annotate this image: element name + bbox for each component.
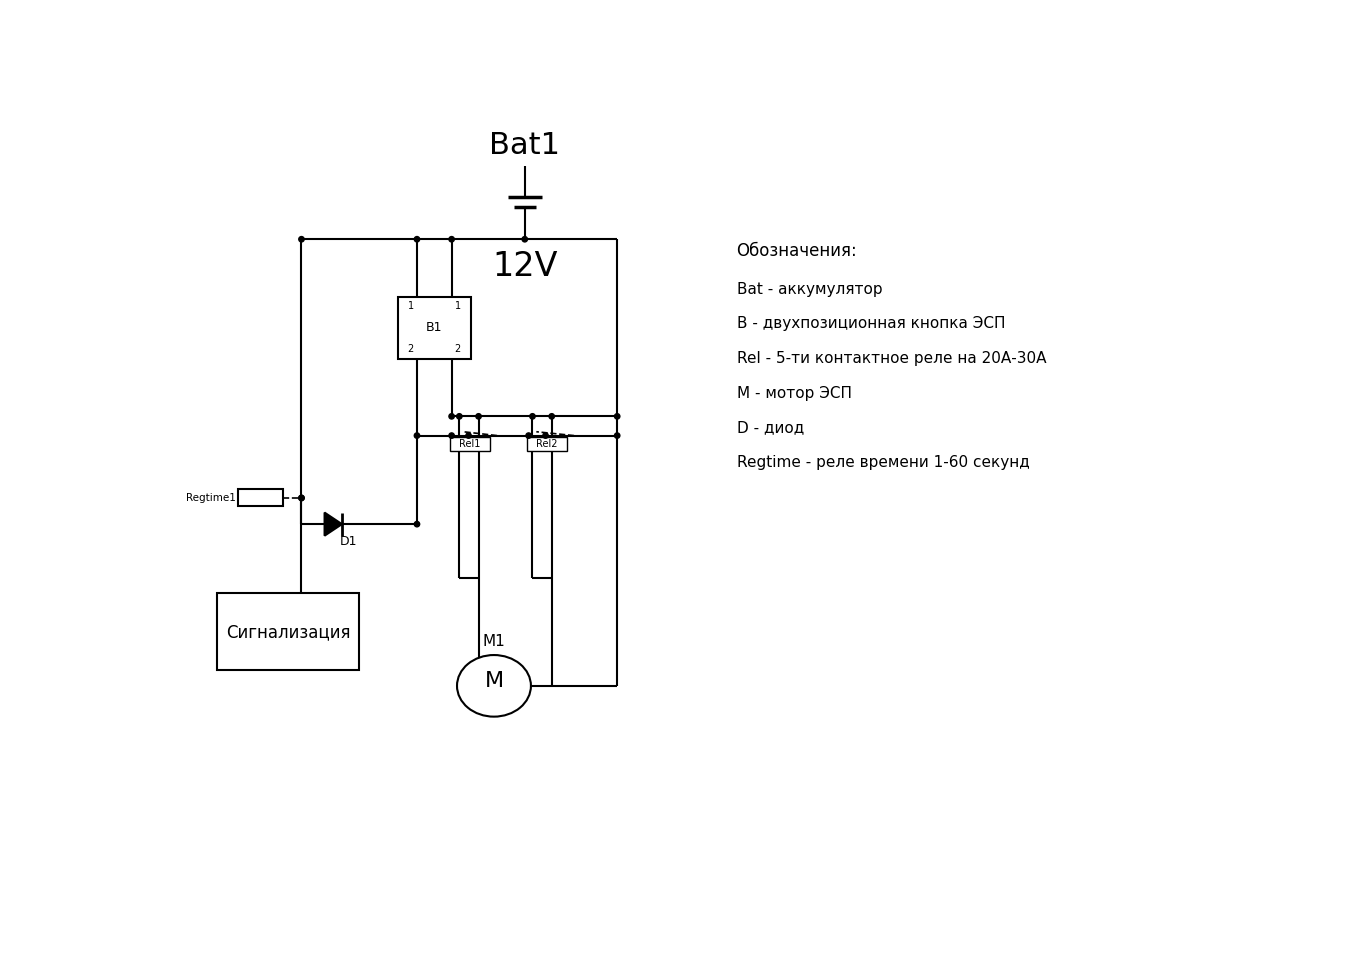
Text: Bat1: Bat1	[490, 131, 561, 160]
Text: 2: 2	[408, 344, 415, 354]
Circle shape	[523, 237, 528, 242]
Circle shape	[543, 433, 549, 438]
Text: Bat - аккумулятор: Bat - аккумулятор	[736, 281, 882, 297]
Circle shape	[449, 414, 454, 419]
Text: M - мотор ЭСП: M - мотор ЭСП	[736, 386, 851, 400]
Circle shape	[298, 237, 304, 242]
Circle shape	[614, 414, 620, 419]
Circle shape	[415, 237, 420, 242]
Circle shape	[549, 414, 554, 419]
Circle shape	[529, 414, 535, 419]
Circle shape	[457, 414, 462, 419]
Circle shape	[449, 237, 454, 242]
Text: 12V: 12V	[492, 249, 558, 282]
Circle shape	[298, 495, 304, 501]
Bar	[238, 489, 283, 507]
Circle shape	[614, 433, 620, 438]
Circle shape	[415, 433, 420, 438]
Circle shape	[298, 495, 304, 501]
Text: D - диод: D - диод	[736, 421, 804, 435]
Circle shape	[525, 433, 531, 438]
Text: Сигнализация: Сигнализация	[226, 623, 350, 641]
Text: Regtime1: Regtime1	[186, 493, 237, 503]
Text: 1: 1	[408, 302, 415, 311]
Circle shape	[466, 433, 471, 438]
Ellipse shape	[457, 655, 531, 717]
Text: D1: D1	[339, 535, 357, 547]
Text: 1: 1	[454, 302, 461, 311]
Circle shape	[476, 414, 482, 419]
Text: 2: 2	[454, 344, 461, 354]
Circle shape	[449, 433, 454, 438]
Bar	[450, 437, 490, 451]
Text: Regtime - реле времени 1-60 секунд: Regtime - реле времени 1-60 секунд	[736, 455, 1029, 470]
Text: M1: M1	[483, 633, 505, 649]
Bar	[216, 594, 360, 670]
Bar	[527, 437, 568, 451]
Text: B - двухпозиционная кнопка ЭСП: B - двухпозиционная кнопка ЭСП	[736, 316, 1005, 332]
Text: Rel - 5-ти контактное реле на 20А-30А: Rel - 5-ти контактное реле на 20А-30А	[736, 351, 1047, 366]
Text: Rel2: Rel2	[536, 439, 558, 449]
Text: Rel1: Rel1	[460, 439, 480, 449]
Text: M: M	[484, 671, 503, 691]
Text: Обозначения:: Обозначения:	[736, 242, 858, 260]
Polygon shape	[324, 513, 342, 536]
Circle shape	[415, 521, 420, 527]
Text: B1: B1	[425, 321, 442, 335]
Bar	[398, 297, 471, 359]
